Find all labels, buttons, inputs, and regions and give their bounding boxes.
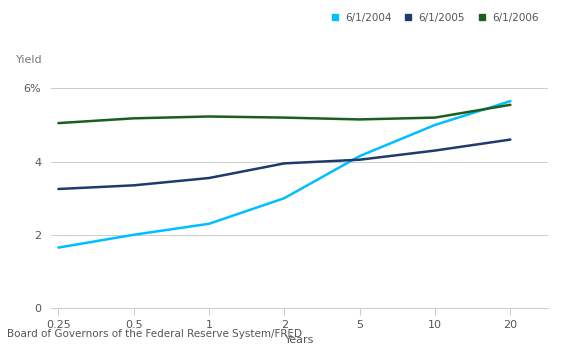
Text: Board of Governors of the Federal Reserve System/FRED: Board of Governors of the Federal Reserv… [7, 329, 302, 339]
Text: Yield Curve During the Last Federal-Funds Rate Increase: Yield Curve During the Last Federal-Fund… [7, 21, 432, 34]
Legend: 6/1/2004, 6/1/2005, 6/1/2006: 6/1/2004, 6/1/2005, 6/1/2006 [324, 8, 543, 27]
X-axis label: Years: Years [285, 335, 314, 345]
Text: Yield: Yield [16, 55, 43, 65]
